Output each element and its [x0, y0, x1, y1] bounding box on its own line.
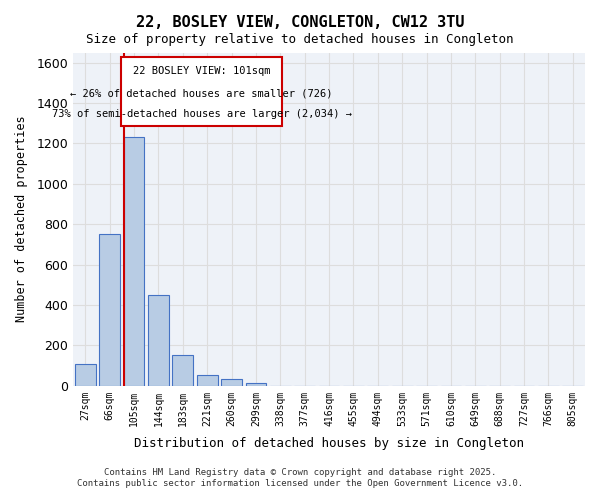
Bar: [172, 356, 193, 386]
Bar: [197, 374, 218, 386]
Text: 73% of semi-detached houses are larger (2,034) →: 73% of semi-detached houses are larger (…: [52, 108, 352, 118]
Text: Contains HM Land Registry data © Crown copyright and database right 2025.
Contai: Contains HM Land Registry data © Crown c…: [77, 468, 523, 487]
Text: ← 26% of detached houses are smaller (726): ← 26% of detached houses are smaller (72…: [70, 88, 333, 98]
Bar: [75, 364, 95, 386]
Y-axis label: Number of detached properties: Number of detached properties: [15, 116, 28, 322]
Bar: [124, 138, 145, 386]
Bar: [221, 380, 242, 386]
Text: Size of property relative to detached houses in Congleton: Size of property relative to detached ho…: [86, 32, 514, 46]
Bar: [245, 382, 266, 386]
FancyBboxPatch shape: [121, 58, 282, 126]
X-axis label: Distribution of detached houses by size in Congleton: Distribution of detached houses by size …: [134, 437, 524, 450]
Text: 22 BOSLEY VIEW: 101sqm: 22 BOSLEY VIEW: 101sqm: [133, 66, 271, 76]
Text: 22, BOSLEY VIEW, CONGLETON, CW12 3TU: 22, BOSLEY VIEW, CONGLETON, CW12 3TU: [136, 15, 464, 30]
Bar: [148, 295, 169, 386]
Bar: [99, 234, 120, 386]
